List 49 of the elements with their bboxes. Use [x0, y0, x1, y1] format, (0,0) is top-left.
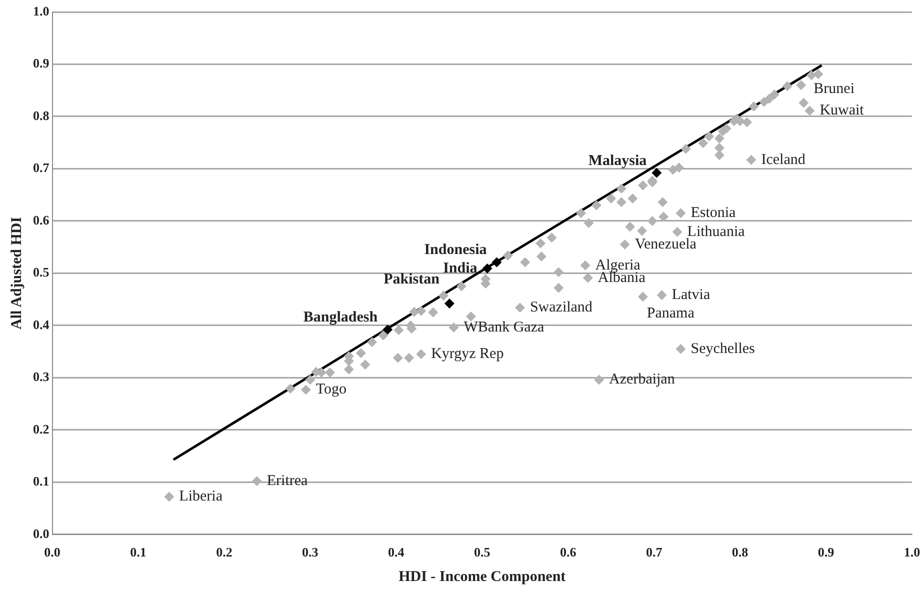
x-tick-label: 0.3	[302, 544, 319, 560]
annotation: Panama	[646, 306, 695, 322]
annotation: Indonesia	[424, 242, 488, 258]
y-tick-label: 0.0	[33, 526, 50, 541]
annotation: Brunei	[814, 80, 854, 97]
annotation: Eritrea	[266, 473, 308, 490]
point	[492, 257, 502, 268]
annotation: Latvia	[672, 287, 710, 304]
point	[444, 298, 454, 308]
annotation: Seychelles	[690, 340, 756, 357]
annotation: Togo	[316, 382, 346, 398]
y-tick-label: 0.5	[33, 264, 50, 280]
annotation: Pakistan	[384, 271, 440, 288]
annotation: India	[443, 260, 478, 276]
y-tick-label: 0.6	[33, 212, 50, 228]
point	[652, 168, 662, 178]
x-tick-label: 0.2	[216, 544, 232, 560]
annotation: Iceland	[761, 152, 806, 168]
x-tick-label: 0.7	[646, 544, 663, 560]
annotation: Algeria	[595, 257, 641, 274]
x-tick-label: 0.9	[818, 544, 835, 560]
x-tick-label: 0.8	[732, 544, 749, 560]
point	[482, 264, 492, 274]
annotation: Azerbaijan	[609, 372, 676, 388]
y-tick-label: 0.3	[33, 369, 50, 384]
annotation: Malaysia	[588, 152, 648, 169]
annotation: Swaziland	[530, 300, 593, 316]
y-tick-label: 0.9	[33, 56, 50, 71]
y-tick-label: 0.8	[33, 108, 50, 123]
annotation: Estonia	[690, 205, 736, 222]
annotation: Bangladesh	[303, 309, 378, 326]
y-tick-label: 0.1	[33, 474, 50, 489]
annotation: Kyrgyz Rep	[431, 346, 504, 362]
x-axis-title: HDI - Income Component	[398, 568, 566, 585]
y-tick-label: 1.0	[33, 3, 50, 18]
annotation: Liberia	[179, 488, 223, 505]
x-tick-label: 0.1	[130, 544, 146, 560]
x-tick-label: 0.0	[44, 544, 60, 560]
y-tick-label: 0.2	[33, 421, 50, 436]
annotation: Kuwait	[820, 102, 865, 119]
x-tick-label: 0.4	[388, 544, 405, 560]
y-tick-label: 0.7	[33, 160, 50, 176]
y-axis-title: All Adjusted HDI	[8, 216, 25, 330]
point	[382, 324, 393, 335]
annotation: WBank Gaza	[464, 319, 544, 336]
x-tick-label: 1.0	[904, 544, 920, 560]
x-tick-label: 0.6	[560, 544, 577, 560]
x-tick-label: 0.5	[474, 544, 491, 560]
y-tick-label: 0.4	[33, 316, 50, 332]
